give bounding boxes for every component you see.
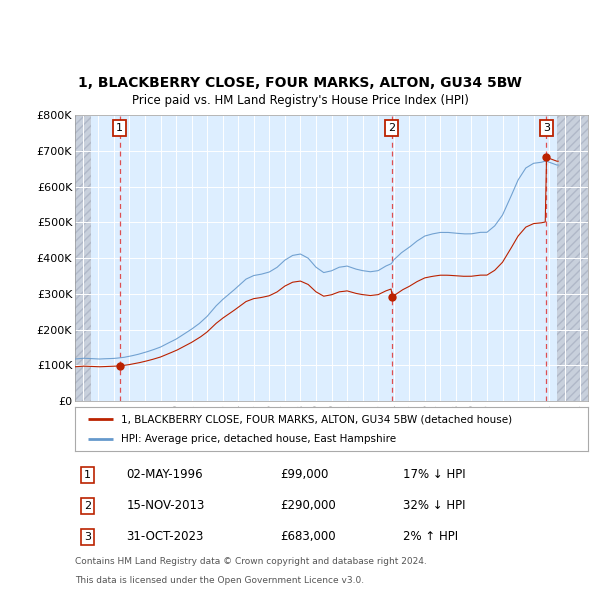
Text: 31-OCT-2023: 31-OCT-2023 — [127, 530, 203, 543]
Text: £99,000: £99,000 — [280, 468, 329, 481]
Text: 2: 2 — [388, 123, 395, 133]
Text: Contains HM Land Registry data © Crown copyright and database right 2024.: Contains HM Land Registry data © Crown c… — [75, 556, 427, 566]
Text: £683,000: £683,000 — [280, 530, 336, 543]
Text: £290,000: £290,000 — [280, 499, 336, 513]
Text: 3: 3 — [543, 123, 550, 133]
Text: 3: 3 — [85, 532, 91, 542]
Text: 02-MAY-1996: 02-MAY-1996 — [127, 468, 203, 481]
Text: 15-NOV-2013: 15-NOV-2013 — [127, 499, 205, 513]
Text: 1, BLACKBERRY CLOSE, FOUR MARKS, ALTON, GU34 5BW (detached house): 1, BLACKBERRY CLOSE, FOUR MARKS, ALTON, … — [121, 415, 512, 424]
Text: Price paid vs. HM Land Registry's House Price Index (HPI): Price paid vs. HM Land Registry's House … — [131, 94, 469, 107]
Text: 32% ↓ HPI: 32% ↓ HPI — [403, 499, 466, 513]
Bar — [557, 115, 588, 401]
Text: 1, BLACKBERRY CLOSE, FOUR MARKS, ALTON, GU34 5BW: 1, BLACKBERRY CLOSE, FOUR MARKS, ALTON, … — [78, 76, 522, 90]
Text: This data is licensed under the Open Government Licence v3.0.: This data is licensed under the Open Gov… — [75, 576, 364, 585]
Text: 2% ↑ HPI: 2% ↑ HPI — [403, 530, 458, 543]
Text: 1: 1 — [85, 470, 91, 480]
Text: 2: 2 — [84, 501, 91, 511]
Text: 1: 1 — [116, 123, 123, 133]
Bar — [75, 115, 91, 401]
Text: 17% ↓ HPI: 17% ↓ HPI — [403, 468, 466, 481]
Text: HPI: Average price, detached house, East Hampshire: HPI: Average price, detached house, East… — [121, 434, 396, 444]
